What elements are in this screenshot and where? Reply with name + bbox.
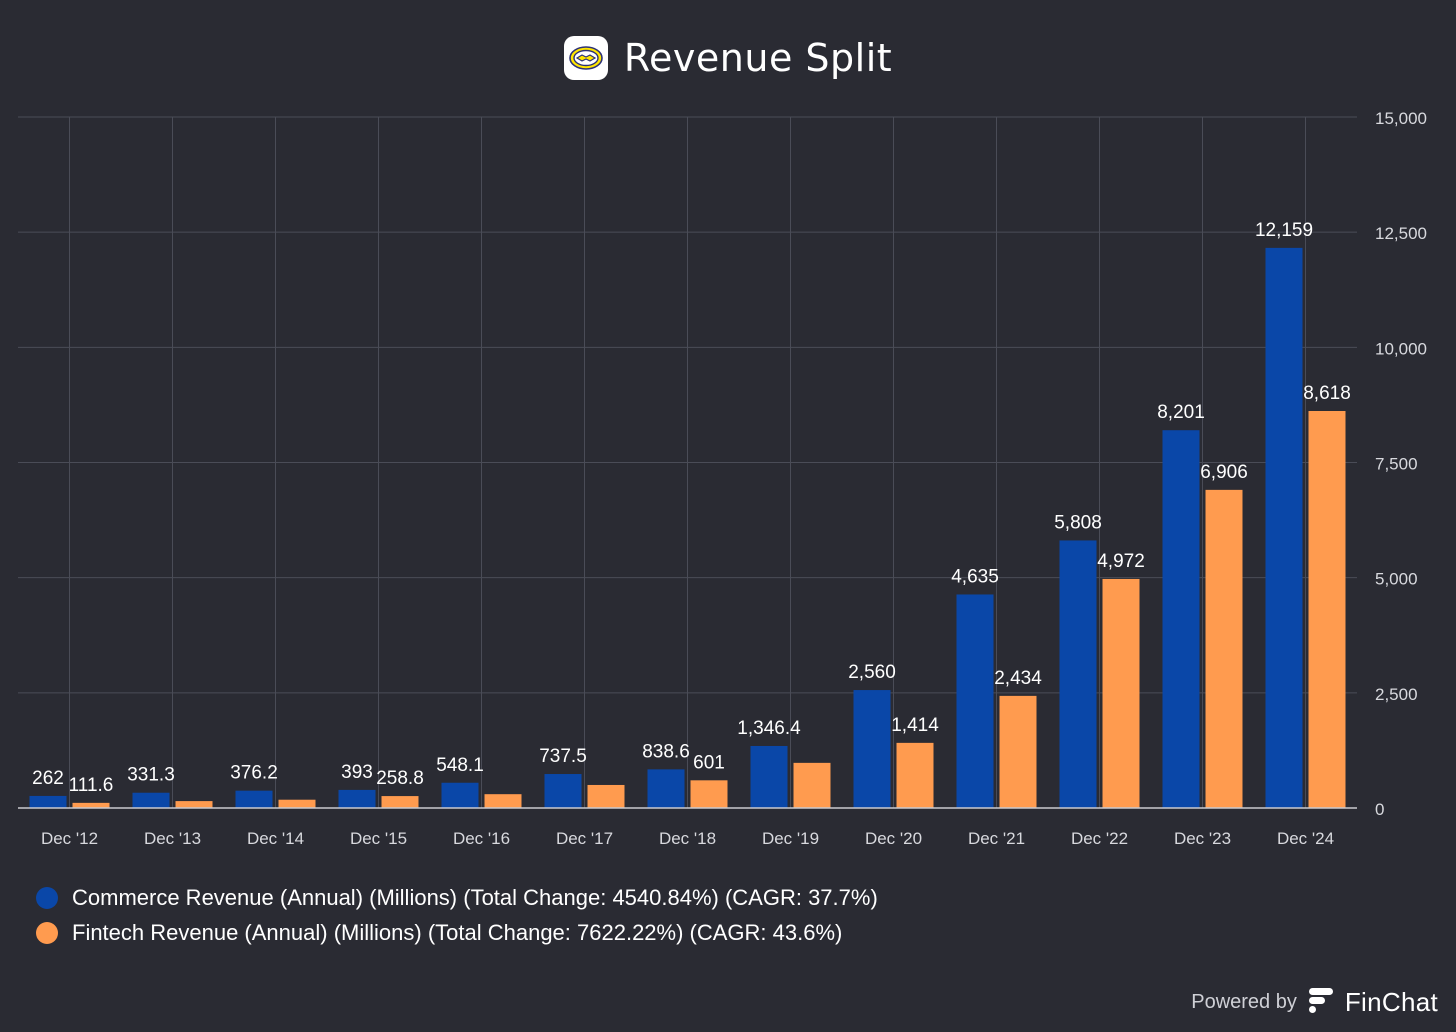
x-tick-label: Dec '23 (1174, 829, 1231, 848)
powered-by-text: Powered by (1191, 990, 1297, 1013)
y-tick-label: 2,500 (1375, 685, 1418, 704)
bar-fintech[interactable] (484, 794, 522, 808)
data-label-commerce: 376.2 (230, 763, 278, 784)
data-label-fintech: 6,906 (1200, 462, 1248, 483)
bar-commerce[interactable] (956, 594, 994, 808)
x-tick-label: Dec '20 (865, 829, 922, 848)
footer: Powered by FinChat (1191, 984, 1438, 1020)
x-tick-label: Dec '16 (453, 829, 510, 848)
x-tick-label: Dec '22 (1071, 829, 1128, 848)
data-label-fintech: 1,414 (891, 715, 939, 736)
x-tick-label: Dec '24 (1277, 829, 1334, 848)
data-label-commerce: 838.6 (642, 741, 690, 762)
chart-title: Revenue Split (0, 28, 1456, 88)
mercadolibre-logo-icon (563, 36, 608, 80)
x-tick-label: Dec '17 (556, 829, 613, 848)
bar-commerce[interactable] (1059, 540, 1097, 808)
data-label-commerce: 393 (341, 762, 373, 783)
grid-lines (18, 116, 1357, 808)
revenue-bar-chart: 262 331.3 376.2 393 548.1 737.5 838.6 1,346.4 2,… (18, 109, 1427, 848)
bar-fintech[interactable] (690, 780, 728, 808)
bar-commerce[interactable] (235, 790, 273, 808)
bar-commerce[interactable] (29, 795, 67, 808)
legend: Commerce Revenue (Annual) (Millions) (To… (36, 880, 878, 950)
data-label-commerce: 2,560 (848, 662, 896, 683)
y-tick-label: 15,000 (1375, 109, 1427, 128)
x-tick-label: Dec '18 (659, 829, 716, 848)
bar-commerce[interactable] (1162, 430, 1200, 808)
bar-fintech[interactable] (896, 742, 934, 808)
x-tick-label: Dec '12 (41, 829, 98, 848)
x-tick-label: Dec '14 (247, 829, 304, 848)
page-title: Revenue Split (623, 36, 893, 80)
axes: 0 2,500 5,000 7,500 10,000 12,500 15,000 Dec '1… (18, 109, 1427, 848)
legend-item-commerce[interactable]: Commerce Revenue (Annual) (Millions) (To… (36, 880, 878, 915)
y-tick-label: 0 (1375, 800, 1384, 819)
y-tick-label: 12,500 (1375, 224, 1427, 243)
data-label-fintech: 258.8 (376, 768, 424, 789)
bar-fintech[interactable] (278, 799, 316, 808)
legend-item-fintech[interactable]: Fintech Revenue (Annual) (Millions) (Tot… (36, 915, 878, 950)
bar-commerce[interactable] (132, 792, 170, 808)
data-label-commerce: 262 (32, 768, 64, 789)
data-label-commerce: 12,159 (1255, 220, 1313, 241)
bar-fintech[interactable] (381, 796, 419, 808)
bar-fintech[interactable] (1205, 489, 1243, 808)
bar-fintech[interactable] (793, 762, 831, 808)
data-label-commerce: 5,808 (1054, 512, 1102, 533)
bar-commerce[interactable] (1265, 247, 1303, 809)
data-label-commerce: 1,346.4 (737, 718, 801, 739)
data-label-fintech: 111.6 (69, 775, 114, 796)
data-label-fintech: 601 (693, 752, 725, 773)
x-tick-label: Dec '19 (762, 829, 819, 848)
bar-commerce[interactable] (750, 745, 788, 808)
x-tick-label: Dec '13 (144, 829, 201, 848)
x-tick-label: Dec '15 (350, 829, 407, 848)
y-tick-label: 5,000 (1375, 570, 1418, 589)
bar-commerce[interactable] (441, 782, 479, 808)
data-label-commerce: 4,635 (951, 566, 999, 587)
finchat-logo-icon (1307, 986, 1337, 1019)
bar-fintech[interactable] (175, 801, 213, 808)
data-labels: 262 331.3 376.2 393 548.1 737.5 838.6 1,346.4 2,… (32, 220, 1351, 796)
data-label-commerce: 548.1 (436, 755, 484, 776)
legend-dot-commerce (36, 886, 58, 909)
data-label-fintech: 8,618 (1303, 383, 1351, 404)
bar-commerce[interactable] (544, 774, 582, 808)
legend-label-fintech: Fintech Revenue (Annual) (Millions) (Tot… (72, 919, 843, 945)
bar-fintech[interactable] (72, 802, 110, 808)
bars (29, 247, 1346, 809)
finchat-brand: FinChat (1344, 986, 1438, 1017)
bar-commerce[interactable] (853, 690, 891, 808)
bar-fintech[interactable] (587, 784, 625, 808)
bar-commerce[interactable] (338, 789, 376, 808)
legend-dot-fintech (36, 921, 58, 944)
bar-fintech[interactable] (1308, 410, 1346, 808)
data-label-commerce: 331.3 (127, 765, 175, 786)
bar-fintech[interactable] (999, 695, 1037, 808)
legend-label-commerce: Commerce Revenue (Annual) (Millions) (To… (72, 884, 878, 910)
x-tick-label: Dec '21 (968, 829, 1025, 848)
y-tick-label: 10,000 (1375, 339, 1427, 358)
y-tick-label: 7,500 (1375, 455, 1418, 474)
data-label-commerce: 8,201 (1157, 402, 1205, 423)
data-label-commerce: 737.5 (539, 746, 587, 767)
data-label-fintech: 4,972 (1097, 551, 1145, 572)
data-label-fintech: 2,434 (994, 668, 1042, 689)
bar-fintech[interactable] (1102, 578, 1140, 808)
bar-commerce[interactable] (647, 769, 685, 808)
